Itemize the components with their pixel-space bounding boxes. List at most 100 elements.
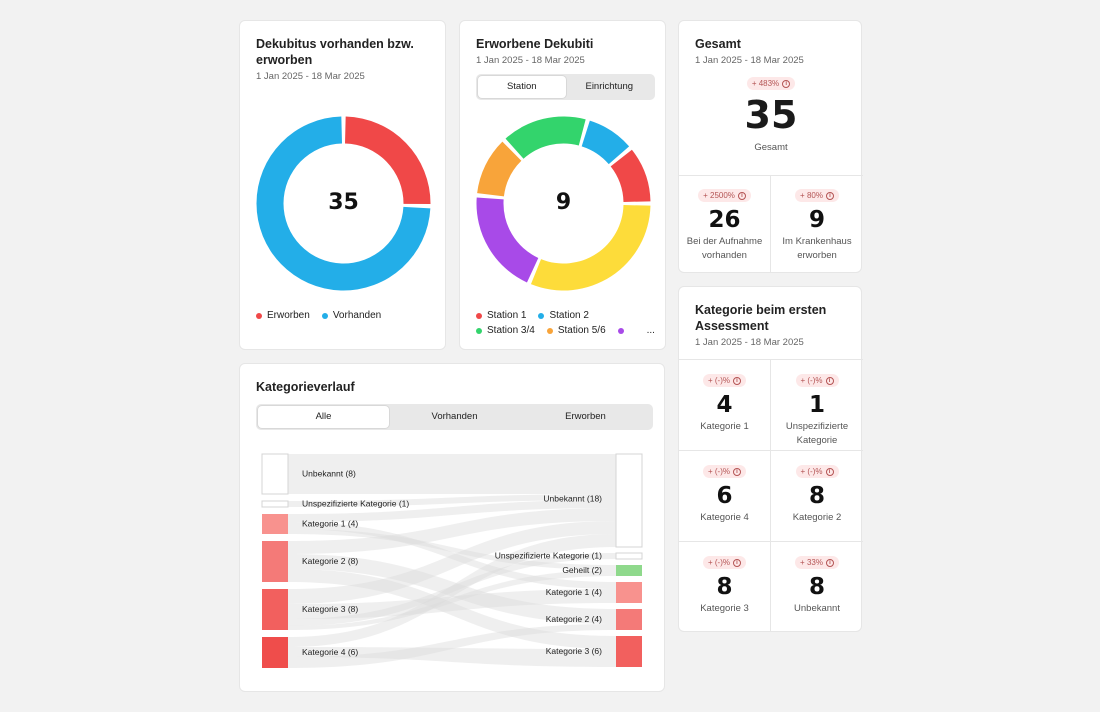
info-icon[interactable]: i: [733, 467, 741, 476]
donut-chart-dekubitus[interactable]: [256, 116, 431, 291]
card-dekubitus-donut: Dekubitus vorhanden bzw. erworben 1 Jan …: [239, 20, 446, 350]
legend-dot: [546, 327, 553, 334]
legend-more[interactable]: ...: [646, 325, 655, 336]
tab-station[interactable]: Station: [478, 76, 566, 98]
change-badge: + 33% i: [795, 556, 839, 569]
sankey-link[interactable]: [288, 569, 616, 649]
sankey-link[interactable]: [288, 624, 616, 668]
card-title: Dekubitus vorhanden bzw. erworben: [256, 37, 414, 67]
tab-erworben[interactable]: Erworben: [565, 411, 606, 422]
legend-dot: [476, 312, 482, 319]
info-icon[interactable]: i: [825, 558, 834, 567]
kpi-label: Unspezifizierte Kategorie: [785, 421, 849, 446]
sankey-node-right[interactable]: [616, 582, 642, 603]
sankey-link[interactable]: [288, 521, 616, 604]
tab-vorhanden[interactable]: Vorhanden: [431, 411, 478, 422]
sankey-node-label: Unbekannt (8): [302, 468, 356, 478]
legend-dot: [321, 312, 328, 319]
card-title: Erworbene Dekubiti: [476, 37, 594, 51]
kpi-value: 8: [716, 574, 733, 600]
kpi-label: Kategorie 2: [792, 512, 842, 523]
card-subtitle: 1 Jan 2025 - 18 Mar 2025: [695, 55, 804, 66]
donut-slice-station-3-4[interactable]: [505, 116, 586, 159]
kpi-value: 6: [716, 483, 733, 509]
legend-item[interactable]: Station 1: [476, 310, 526, 321]
change-badge: + 2500% i: [698, 189, 751, 202]
donut-slice-erworben[interactable]: [344, 116, 431, 205]
donut-legend: Station 1 Station 2 Station 3/4 Station 5/6…: [476, 310, 656, 336]
card-erworbene-donut: Erworbene Dekubiti 1 Jan 2025 - 18 Mar 2…: [459, 20, 666, 350]
kpi-cell-kategorie-4: + (-)% i 6 Kategorie 4: [679, 461, 770, 525]
sankey-node-left[interactable]: [262, 514, 288, 534]
sankey-node-label: Kategorie 1 (4): [546, 587, 602, 597]
sankey-link[interactable]: [288, 570, 616, 630]
sankey-link[interactable]: [288, 522, 616, 589]
sankey-link[interactable]: [288, 553, 616, 626]
sankey-node-right[interactable]: [615, 552, 643, 560]
legend-item[interactable]: Station 2: [538, 310, 589, 321]
sankey-chart[interactable]: Unbekannt (8) Unspezifizierte Kategorie (…: [240, 364, 666, 693]
legend-item[interactable]: Station 5/6: [546, 325, 606, 336]
info-icon[interactable]: i: [825, 376, 834, 385]
legend-item[interactable]: Vorhanden: [321, 310, 381, 321]
sankey-link[interactable]: [288, 589, 616, 619]
donut-slice-station-2[interactable]: [581, 120, 630, 165]
legend-item[interactable]: Station 3/4: [476, 325, 535, 336]
legend-item[interactable]: [617, 325, 629, 336]
sankey-node-left[interactable]: [262, 589, 288, 630]
sankey-node-label: Geheilt (2): [562, 565, 602, 575]
sankey-link[interactable]: [288, 494, 616, 507]
kpi-cell-aufnahme: + 2500% i 26 Bei der Aufnahme vorhanden: [679, 185, 770, 263]
donut-slice-station-5-6[interactable]: [477, 141, 522, 197]
sankey-node-label: Kategorie 2 (8): [302, 556, 358, 566]
sankey-node-left[interactable]: [261, 500, 289, 508]
donut-slice-yellow[interactable]: [530, 204, 651, 291]
sankey-node-left[interactable]: [262, 541, 288, 582]
sankey-node-right[interactable]: [616, 609, 642, 630]
kpi-value: 26: [708, 207, 741, 233]
sankey-node-label: Kategorie 1 (4): [302, 518, 358, 528]
sankey-node-left[interactable]: [262, 637, 288, 668]
info-icon[interactable]: i: [733, 558, 741, 567]
divider: [679, 359, 863, 360]
info-icon[interactable]: i: [825, 467, 834, 476]
sankey-node-right[interactable]: [616, 565, 642, 576]
sankey-link[interactable]: [288, 508, 616, 554]
kpi-label: Unbekannt: [794, 603, 840, 614]
card-kategorie-assessment: Kategorie beim ersten Assessment 1 Jan 2…: [678, 286, 863, 632]
sankey-link[interactable]: [288, 529, 616, 570]
sankey-link[interactable]: [288, 554, 616, 624]
kpi-total-label: Gesamt: [754, 142, 788, 153]
card-title: Kategorieverlauf: [256, 380, 355, 394]
kpi-label: Im Krankenhaus erworben: [782, 236, 852, 261]
info-icon[interactable]: i: [825, 191, 834, 200]
kpi-cell-kategorie-3: + (-)% i 8 Kategorie 3: [679, 552, 770, 616]
card-title: Kategorie beim ersten Assessment: [695, 303, 827, 333]
sankey-link[interactable]: [288, 647, 616, 667]
sankey-link[interactable]: [288, 534, 616, 647]
divider: [679, 175, 863, 176]
sankey-node-label: Unspezifizierte Kategorie (1): [495, 550, 602, 560]
tab-einrichtung[interactable]: Einrichtung: [585, 81, 634, 92]
change-badge: + 483% i: [746, 77, 796, 90]
kpi-cell-erworben: + 80% i 9 Im Krankenhaus erworben: [771, 185, 863, 263]
change-badge: + (-)% i: [703, 556, 746, 569]
info-icon[interactable]: i: [782, 79, 791, 88]
donut-chart-stations[interactable]: [476, 116, 651, 291]
donut-slice-vorhanden[interactable]: [256, 116, 431, 291]
sankey-node-left[interactable]: [261, 453, 289, 495]
sankey-node-right[interactable]: [616, 636, 642, 667]
sankey-node-right[interactable]: [615, 453, 643, 548]
kpi-value: 4: [716, 392, 733, 418]
donut-slice-station-1[interactable]: [610, 149, 651, 203]
legend-label: Station 5/6: [557, 325, 606, 336]
donut-slice-purple[interactable]: [476, 197, 539, 283]
legend-item[interactable]: Erworben: [256, 310, 310, 321]
info-icon[interactable]: i: [737, 191, 746, 200]
sankey-link[interactable]: [288, 500, 616, 522]
kpi-value: 8: [808, 574, 825, 600]
sankey-link[interactable]: [288, 454, 616, 494]
legend-label: Station 2: [549, 310, 589, 321]
info-icon[interactable]: i: [733, 376, 741, 385]
tab-alle[interactable]: Alle: [258, 406, 389, 428]
